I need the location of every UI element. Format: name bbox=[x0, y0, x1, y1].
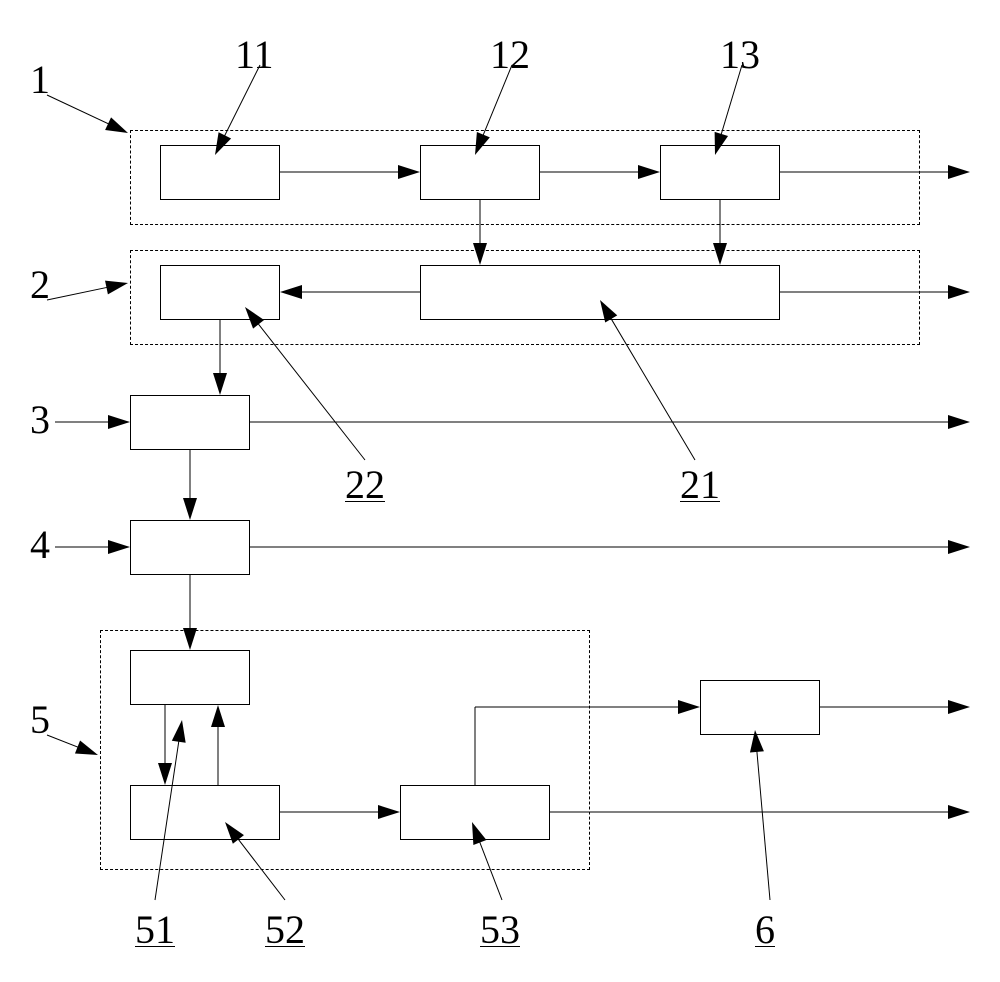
connectors-layer bbox=[0, 0, 1000, 982]
diagram-stage: 1 11 12 13 2 3 4 5 22 21 51 52 53 6 bbox=[0, 0, 1000, 982]
